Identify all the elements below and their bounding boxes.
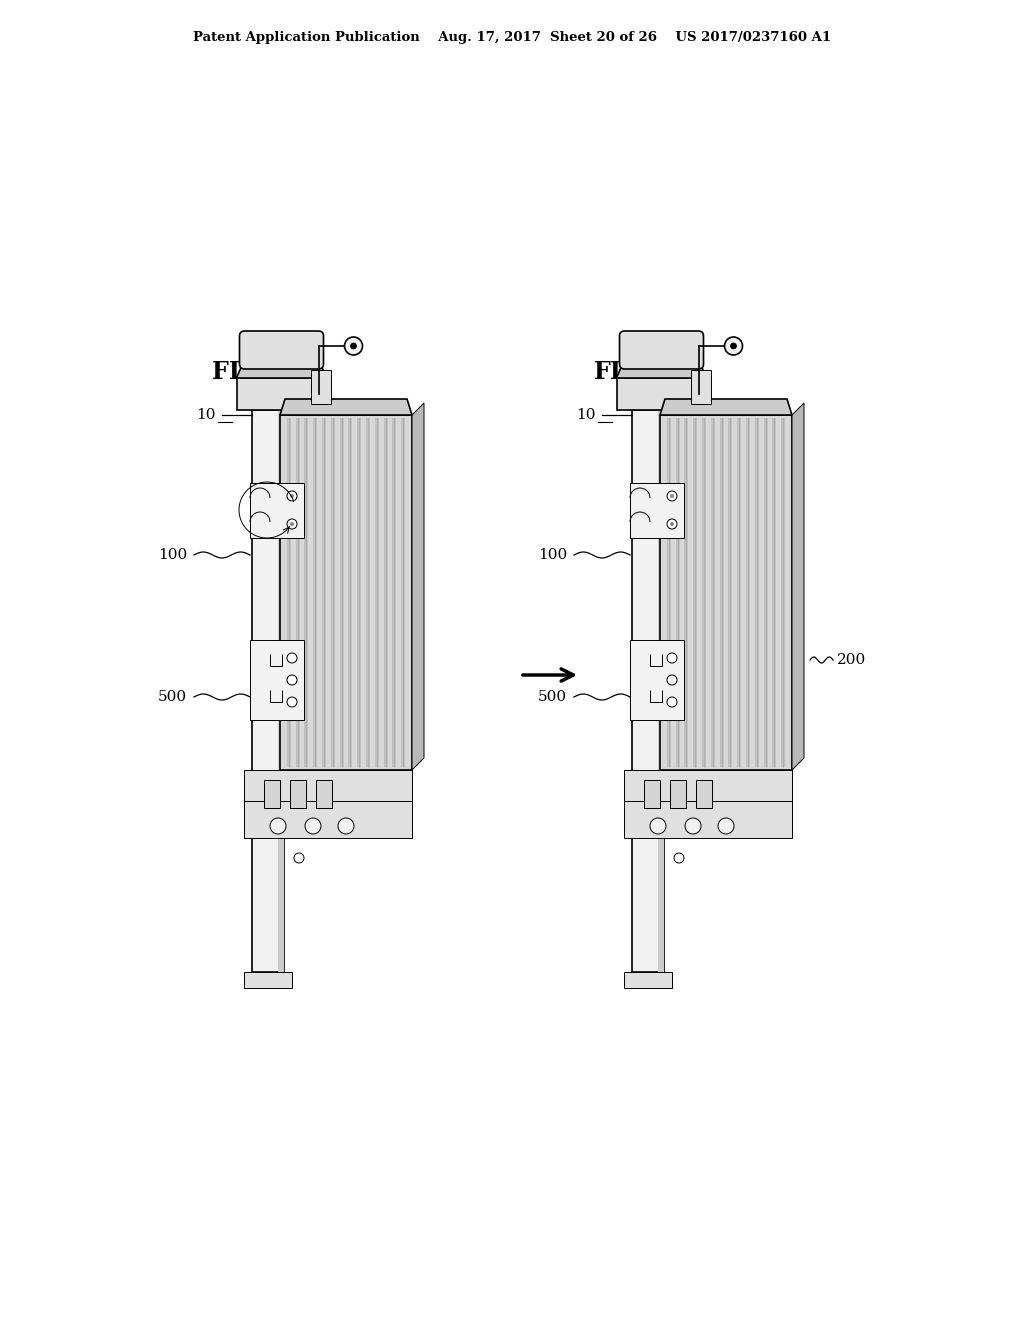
Text: Patent Application Publication    Aug. 17, 2017  Sheet 20 of 26    US 2017/02371: Patent Application Publication Aug. 17, …	[193, 30, 831, 44]
Polygon shape	[412, 403, 424, 770]
Circle shape	[287, 519, 297, 529]
Polygon shape	[296, 418, 300, 767]
Circle shape	[270, 818, 286, 834]
Circle shape	[667, 491, 677, 502]
Polygon shape	[331, 418, 335, 767]
Polygon shape	[250, 640, 304, 719]
Polygon shape	[278, 411, 284, 972]
Polygon shape	[340, 418, 344, 767]
Circle shape	[667, 653, 677, 663]
Polygon shape	[624, 972, 672, 987]
Circle shape	[670, 494, 674, 498]
Polygon shape	[755, 418, 759, 767]
Polygon shape	[696, 780, 712, 808]
Polygon shape	[616, 378, 707, 411]
Text: 500: 500	[158, 690, 187, 704]
Circle shape	[670, 521, 674, 525]
Polygon shape	[670, 780, 686, 808]
Polygon shape	[764, 418, 768, 767]
FancyBboxPatch shape	[620, 331, 703, 370]
Polygon shape	[676, 418, 680, 767]
Polygon shape	[702, 418, 706, 767]
Polygon shape	[746, 418, 750, 767]
Polygon shape	[684, 418, 688, 767]
Polygon shape	[237, 364, 327, 378]
Circle shape	[674, 853, 684, 863]
Polygon shape	[316, 780, 332, 808]
Polygon shape	[392, 418, 396, 767]
Polygon shape	[322, 418, 326, 767]
Polygon shape	[630, 640, 684, 719]
Polygon shape	[290, 780, 306, 808]
Text: 100: 100	[538, 548, 567, 562]
Polygon shape	[348, 418, 352, 767]
Text: 10: 10	[577, 408, 596, 422]
Circle shape	[685, 818, 701, 834]
Polygon shape	[237, 378, 327, 411]
Polygon shape	[660, 399, 792, 414]
Circle shape	[667, 697, 677, 708]
Polygon shape	[401, 418, 406, 767]
Text: 500: 500	[538, 690, 567, 704]
Polygon shape	[304, 418, 308, 767]
Polygon shape	[667, 418, 671, 767]
Polygon shape	[264, 780, 280, 808]
Polygon shape	[244, 770, 412, 838]
Polygon shape	[244, 972, 292, 987]
Circle shape	[718, 818, 734, 834]
Polygon shape	[792, 403, 804, 770]
Circle shape	[287, 675, 297, 685]
Polygon shape	[310, 370, 331, 404]
Polygon shape	[720, 418, 724, 767]
Text: FIG.20B: FIG.20B	[594, 360, 702, 384]
Polygon shape	[287, 418, 291, 767]
Polygon shape	[711, 418, 715, 767]
Text: 100: 100	[158, 548, 187, 562]
Circle shape	[287, 653, 297, 663]
Polygon shape	[616, 364, 707, 378]
Polygon shape	[632, 411, 664, 972]
Polygon shape	[384, 418, 388, 767]
Circle shape	[294, 853, 304, 863]
Circle shape	[350, 343, 356, 348]
Polygon shape	[357, 418, 361, 767]
Polygon shape	[781, 418, 785, 767]
Polygon shape	[644, 780, 660, 808]
Circle shape	[338, 818, 354, 834]
FancyBboxPatch shape	[240, 331, 324, 370]
Text: 200: 200	[837, 653, 866, 667]
Polygon shape	[658, 411, 664, 972]
Polygon shape	[630, 483, 684, 537]
Circle shape	[344, 337, 362, 355]
Circle shape	[287, 697, 297, 708]
Polygon shape	[660, 414, 792, 770]
Polygon shape	[693, 418, 697, 767]
Text: FIG. 20A: FIG. 20A	[212, 360, 328, 384]
Polygon shape	[280, 399, 412, 414]
Text: 10: 10	[197, 408, 216, 422]
Polygon shape	[250, 483, 304, 537]
Circle shape	[667, 519, 677, 529]
Circle shape	[650, 818, 666, 834]
Polygon shape	[366, 418, 370, 767]
Circle shape	[305, 818, 321, 834]
Polygon shape	[375, 418, 379, 767]
Circle shape	[667, 675, 677, 685]
Polygon shape	[624, 770, 792, 838]
Circle shape	[725, 337, 742, 355]
Polygon shape	[690, 370, 711, 404]
Polygon shape	[313, 418, 317, 767]
Polygon shape	[737, 418, 741, 767]
Circle shape	[290, 494, 294, 498]
Circle shape	[287, 491, 297, 502]
Polygon shape	[728, 418, 732, 767]
Polygon shape	[772, 418, 776, 767]
Polygon shape	[280, 414, 412, 770]
Circle shape	[730, 343, 736, 348]
Circle shape	[290, 521, 294, 525]
Polygon shape	[252, 411, 284, 972]
